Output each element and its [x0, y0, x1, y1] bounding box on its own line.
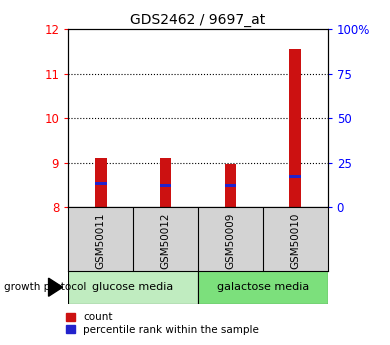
Bar: [289, 176, 301, 178]
Bar: [95, 158, 106, 207]
Bar: [198, 271, 328, 304]
Bar: [289, 49, 301, 207]
Text: GSM50012: GSM50012: [161, 213, 170, 269]
Bar: [95, 182, 106, 185]
Polygon shape: [48, 278, 62, 296]
Bar: [68, 271, 198, 304]
Bar: [225, 184, 236, 187]
Text: GSM50009: GSM50009: [225, 213, 235, 269]
Legend: count, percentile rank within the sample: count, percentile rank within the sample: [66, 312, 259, 335]
Bar: [160, 158, 171, 207]
Text: galactose media: galactose media: [216, 282, 309, 292]
Bar: [225, 164, 236, 207]
Bar: [160, 184, 171, 187]
Text: GSM50010: GSM50010: [290, 213, 300, 269]
Text: growth protocol: growth protocol: [4, 282, 86, 292]
Text: glucose media: glucose media: [92, 282, 174, 292]
Text: GSM50011: GSM50011: [96, 213, 106, 269]
Title: GDS2462 / 9697_at: GDS2462 / 9697_at: [130, 13, 266, 27]
